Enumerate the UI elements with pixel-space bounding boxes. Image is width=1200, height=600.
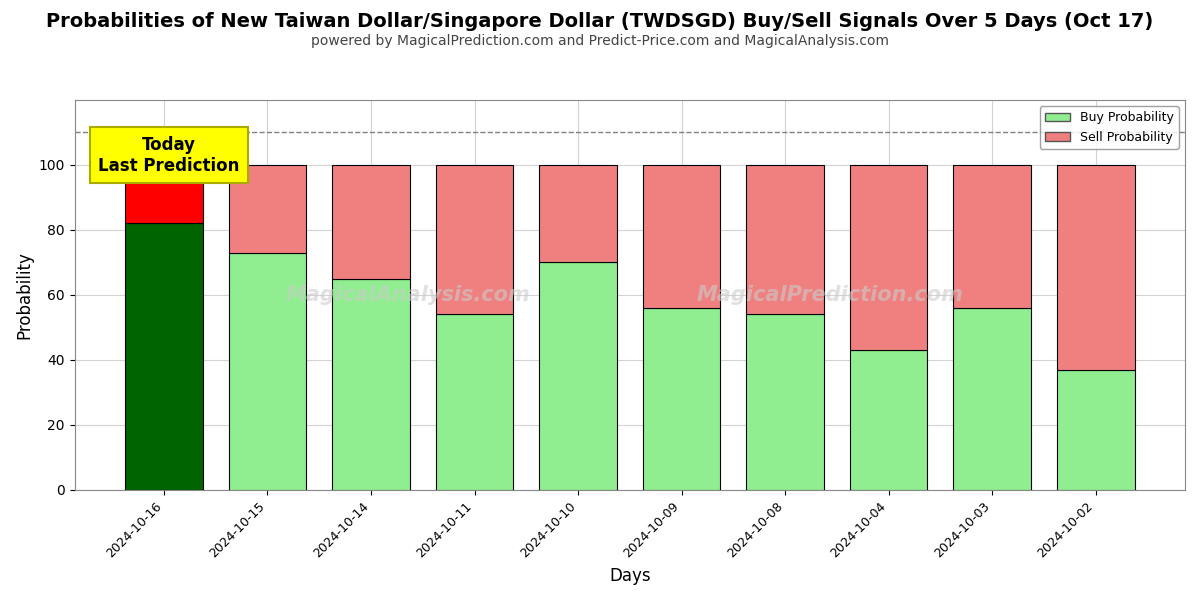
Text: MagicalAnalysis.com: MagicalAnalysis.com xyxy=(286,285,530,305)
X-axis label: Days: Days xyxy=(610,567,650,585)
Bar xyxy=(229,165,306,253)
Bar xyxy=(746,165,824,314)
Text: Probabilities of New Taiwan Dollar/Singapore Dollar (TWDSGD) Buy/Sell Signals Ov: Probabilities of New Taiwan Dollar/Singa… xyxy=(47,12,1153,31)
Bar xyxy=(539,262,617,490)
Bar xyxy=(643,165,720,308)
Bar xyxy=(643,308,720,490)
Text: Today
Last Prediction: Today Last Prediction xyxy=(98,136,240,175)
Bar xyxy=(436,165,514,314)
Bar xyxy=(332,278,410,490)
Bar xyxy=(229,253,306,490)
Y-axis label: Probability: Probability xyxy=(16,251,34,339)
Bar xyxy=(746,314,824,490)
Text: powered by MagicalPrediction.com and Predict-Price.com and MagicalAnalysis.com: powered by MagicalPrediction.com and Pre… xyxy=(311,34,889,48)
Bar xyxy=(1057,165,1134,370)
Bar xyxy=(953,308,1031,490)
Bar xyxy=(539,165,617,262)
Bar xyxy=(125,165,203,223)
Bar xyxy=(850,165,928,350)
Bar xyxy=(332,165,410,278)
Bar xyxy=(125,223,203,490)
Bar xyxy=(953,165,1031,308)
Bar xyxy=(850,350,928,490)
Text: MagicalPrediction.com: MagicalPrediction.com xyxy=(696,285,964,305)
Legend: Buy Probability, Sell Probability: Buy Probability, Sell Probability xyxy=(1040,106,1178,149)
Bar xyxy=(436,314,514,490)
Bar xyxy=(1057,370,1134,490)
